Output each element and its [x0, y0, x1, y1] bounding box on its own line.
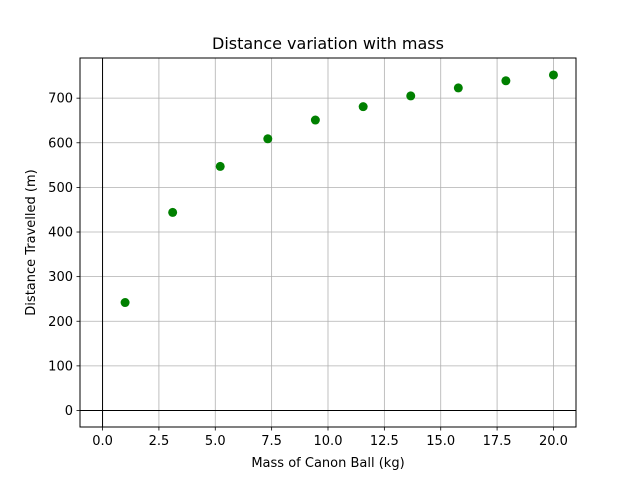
reference-lines — [80, 58, 576, 427]
x-tick-label: 2.5 — [149, 434, 170, 449]
y-ticks: 0 100 200 300 400 500 600 700 — [48, 92, 80, 419]
y-tick-label: 200 — [48, 315, 73, 330]
y-tick-label: 600 — [48, 136, 73, 151]
data-point — [120, 298, 130, 308]
x-tick-label: 10.0 — [314, 434, 343, 449]
x-axis-label: Mass of Canon Ball (kg) — [251, 456, 404, 471]
data-points — [120, 70, 558, 308]
data-point — [168, 207, 178, 217]
y-tick-label: 500 — [48, 181, 73, 196]
data-point — [263, 134, 273, 144]
data-point — [310, 115, 320, 125]
grid — [80, 58, 576, 427]
x-tick-label: 5.0 — [205, 434, 226, 449]
data-point — [406, 91, 416, 101]
data-point — [548, 70, 558, 80]
y-tick-label: 100 — [48, 359, 73, 374]
y-axis-label: Distance Travelled (m) — [24, 169, 39, 315]
data-point — [358, 102, 368, 112]
x-ticks: 0.0 2.5 5.0 7.5 10.0 12.5 15.0 17.5 20.0 — [92, 427, 568, 449]
data-point — [501, 76, 511, 86]
data-point — [215, 161, 225, 171]
y-tick-label: 400 — [48, 226, 73, 241]
x-tick-label: 12.5 — [370, 434, 399, 449]
y-tick-label: 300 — [48, 270, 73, 285]
chart-title: Distance variation with mass — [212, 34, 444, 53]
data-point — [453, 83, 463, 93]
x-tick-label: 0.0 — [92, 434, 113, 449]
x-tick-label: 15.0 — [426, 434, 455, 449]
y-tick-label: 0 — [65, 404, 73, 419]
y-tick-label: 700 — [48, 92, 73, 107]
x-tick-label: 7.5 — [261, 434, 282, 449]
x-tick-label: 20.0 — [539, 434, 568, 449]
x-tick-label: 17.5 — [483, 434, 512, 449]
